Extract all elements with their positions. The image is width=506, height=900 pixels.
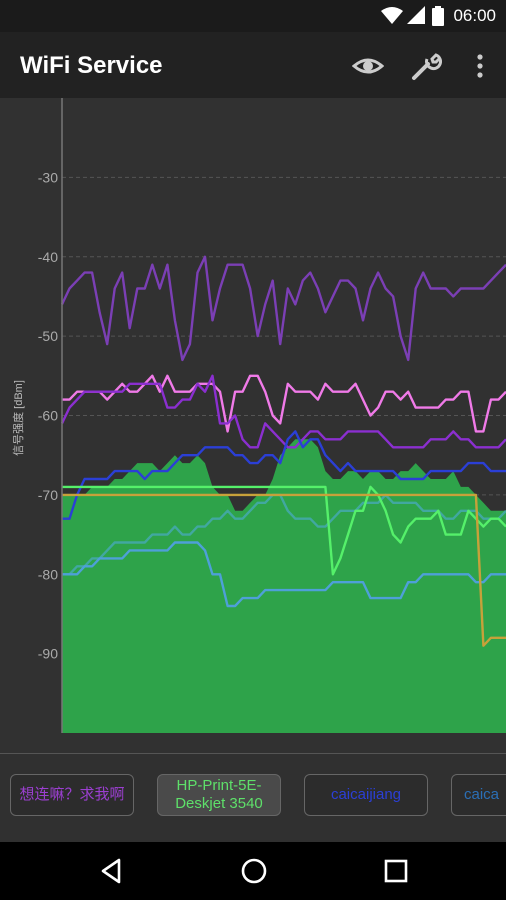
ap-chip-2[interactable]: HP-Print-5E- Deskjet 3540 (157, 774, 281, 816)
y-tick-label: -70 (38, 487, 58, 503)
ap-chip-3[interactable]: caicaijiang (304, 774, 428, 816)
home-icon[interactable] (239, 856, 269, 886)
series-line (62, 493, 506, 647)
y-tick-label: -30 (38, 169, 58, 185)
status-bar: 06:00 (0, 0, 506, 32)
y-tick-label: -80 (38, 566, 58, 582)
series-line (62, 374, 506, 433)
ap-chip-1[interactable]: 想连嘛？求我啊 (10, 774, 134, 816)
series-area (62, 439, 506, 733)
series-line (62, 485, 506, 576)
ap-chip-4[interactable]: caica (451, 774, 506, 816)
series-line (62, 541, 506, 608)
ap-chip-label: 想连嘛？求我啊 (19, 786, 125, 803)
series-line (60, 255, 506, 362)
recents-icon[interactable] (381, 856, 411, 886)
series-line (62, 430, 506, 520)
signal-chart-svg: -30 -40 -50 -60 -70 -80 -90 信号强度 [dBm] (11, 98, 506, 733)
signal-chart: -30 -40 -50 -60 -70 -80 -90 信号强度 [dBm] (0, 98, 506, 753)
ap-chip-label: HP-Print-5E- Deskjet 3540 (175, 777, 263, 812)
cellular-signal-icon (407, 6, 425, 24)
divider (0, 753, 506, 754)
wrench-icon[interactable] (410, 50, 442, 82)
wifi-icon (381, 7, 403, 24)
eye-icon[interactable] (352, 50, 384, 82)
series-line (60, 374, 506, 449)
back-icon[interactable] (97, 856, 127, 886)
y-tick-label: -90 (38, 646, 58, 662)
y-tick-label: -50 (38, 328, 58, 344)
app-title: WiFi Service (20, 52, 163, 79)
y-tick-label: -60 (38, 408, 58, 424)
more-vert-icon[interactable] (464, 50, 496, 82)
battery-icon (432, 6, 444, 26)
ap-chip-label: caicaijiang (330, 786, 402, 803)
access-point-strip[interactable]: 想连嘛？求我啊 HP-Print-5E- Deskjet 3540 caicai… (0, 754, 506, 842)
series-line (62, 493, 506, 576)
ap-chip-label: caica (464, 786, 500, 803)
y-axis-label: 信号强度 [dBm] (11, 380, 25, 456)
status-time: 06:00 (453, 6, 496, 25)
app-bar: WiFi Service (0, 32, 506, 98)
y-tick-label: -40 (38, 249, 58, 265)
navigation-bar (0, 842, 506, 900)
